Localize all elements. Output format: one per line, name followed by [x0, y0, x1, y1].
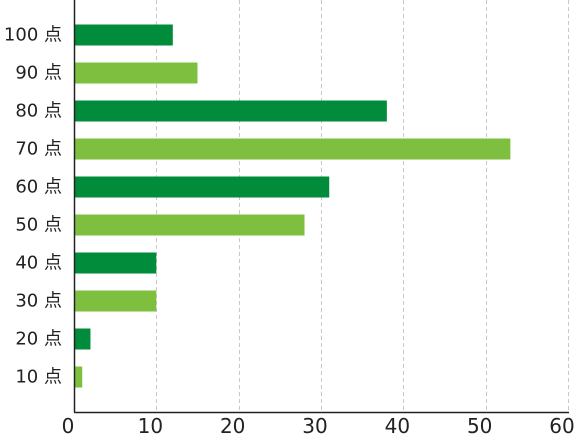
category-label-3: 80 点 [15, 101, 62, 122]
x-tick-label-60: 60 [549, 414, 574, 438]
bar-4 [75, 138, 511, 160]
bar-2 [75, 62, 198, 84]
category-label-7: 40 点 [15, 253, 62, 274]
x-tick-label-10: 10 [138, 414, 163, 438]
category-label-10: 10 点 [15, 367, 62, 388]
bar-1 [75, 24, 173, 46]
grid-layer [156, 0, 569, 412]
category-label-1: 100 点 [4, 25, 62, 46]
bar-7 [75, 252, 157, 274]
category-label-6: 50 点 [15, 215, 62, 236]
bar-5 [75, 176, 330, 198]
axis-layer [73, 0, 569, 414]
category-label-8: 30 点 [15, 291, 62, 312]
bar-9 [75, 328, 91, 350]
x-tick-label-30: 30 [302, 414, 327, 438]
bar-10 [75, 366, 83, 388]
bar-8 [75, 290, 157, 312]
bar-3 [75, 100, 387, 122]
category-label-4: 70 点 [15, 139, 62, 160]
bar-layer [75, 24, 511, 388]
x-tick-label-40: 40 [385, 414, 410, 438]
category-label-9: 20 点 [15, 329, 62, 350]
bar-6 [75, 214, 305, 236]
x-tick-label-50: 50 [467, 414, 492, 438]
category-label-2: 90 点 [15, 63, 62, 84]
x-tick-label-0: 0 [62, 414, 75, 438]
category-label-5: 60 点 [15, 177, 62, 198]
x-tick-label-20: 20 [220, 414, 245, 438]
label-layer: 100 点 90 点 80 点 70 点 60 点 50 点 40 点 30 点 20 点 10 … [4, 25, 575, 439]
